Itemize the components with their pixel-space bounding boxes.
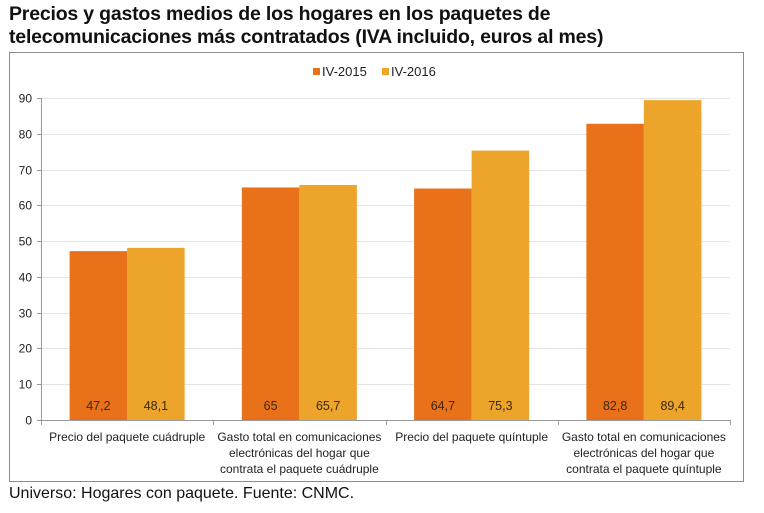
x-category-label: Gasto total en comunicaciones <box>217 430 381 444</box>
x-category-label: Precio del paquete quíntuple <box>395 430 548 444</box>
x-category-label: electrónicas del hogar que <box>229 446 370 460</box>
y-tick-label: 0 <box>25 414 32 428</box>
legend-label: IV-2016 <box>391 64 436 79</box>
y-tick-label: 90 <box>19 92 33 106</box>
y-tick-label: 10 <box>19 378 33 392</box>
bar-iv-2016 <box>299 184 357 420</box>
y-tick-label: 20 <box>19 342 33 356</box>
bar-iv-2015 <box>241 187 300 420</box>
data-label: 75,3 <box>488 399 512 413</box>
bar-iv-2015 <box>414 188 472 420</box>
bar-iv-2015 <box>69 251 128 420</box>
legend-label: IV-2015 <box>322 64 367 79</box>
x-category-label: Gasto total en comunicaciones <box>562 430 726 444</box>
source-note: Universo: Hogares con paquete. Fuente: C… <box>9 485 355 502</box>
data-label: 89,4 <box>660 399 684 413</box>
data-label: 82,8 <box>603 399 627 413</box>
x-category-label: contrata el paquete cuádruple <box>220 462 379 476</box>
bar-iv-2015 <box>586 123 644 420</box>
data-label: 48,1 <box>144 399 168 413</box>
x-category-label: electrónicas del hogar que <box>573 446 714 460</box>
y-tick-label: 40 <box>19 271 33 285</box>
bar-iv-2016 <box>471 150 530 421</box>
x-category-label: contrata el paquete quíntuple <box>566 462 722 476</box>
y-tick-label: 50 <box>19 235 33 249</box>
data-label: 47,2 <box>86 399 110 413</box>
bar-iv-2016 <box>643 100 702 420</box>
bar-iv-2016 <box>127 247 185 420</box>
chart-title: Precios y gastos medios de los hogares e… <box>9 3 759 49</box>
chart-title-line-2: telecomunicaciones más contratados (IVA … <box>9 26 604 48</box>
y-tick-label: 70 <box>19 164 33 178</box>
chart-title-line-1: Precios y gastos medios de los hogares e… <box>9 3 551 25</box>
legend-swatch-iv-2015 <box>313 68 320 75</box>
data-label: 65 <box>264 399 278 413</box>
legend-swatch-iv-2016 <box>382 68 389 75</box>
x-category-label: Precio del paquete cuádruple <box>49 430 205 444</box>
data-label: 65,7 <box>316 399 340 413</box>
y-tick-label: 80 <box>19 128 33 142</box>
y-tick-label: 30 <box>19 307 33 321</box>
data-label: 64,7 <box>431 399 455 413</box>
y-tick-label: 60 <box>19 199 33 213</box>
